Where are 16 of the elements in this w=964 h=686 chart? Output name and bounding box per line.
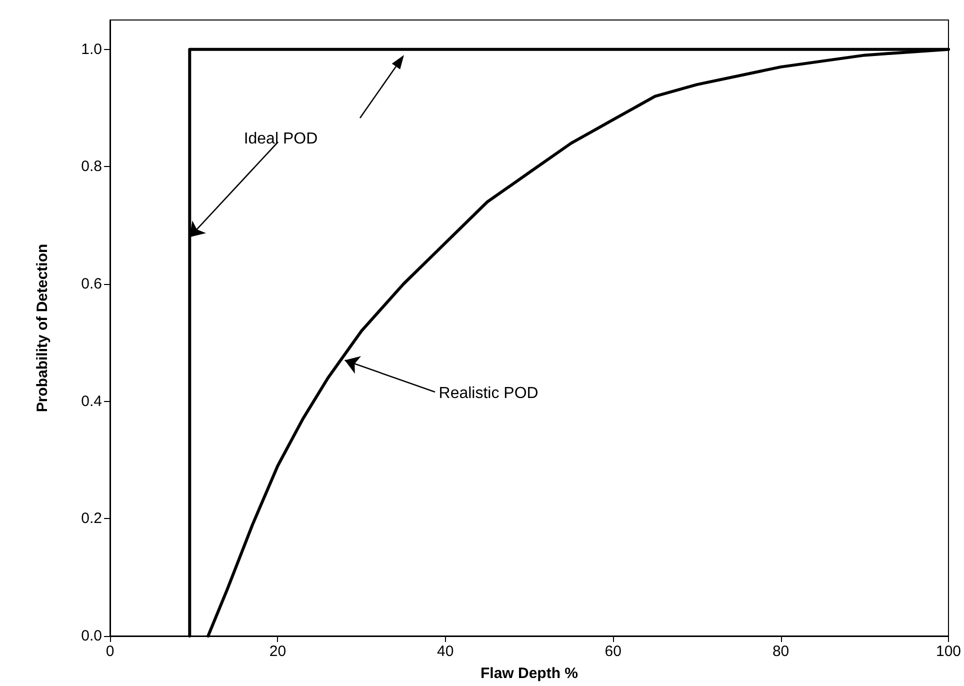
x-tick-label: 80 bbox=[772, 643, 790, 660]
y-axis-title: Probability of Detection bbox=[34, 244, 51, 412]
x-axis-title: Flaw Depth % bbox=[480, 665, 578, 682]
x-tick-label: 0 bbox=[106, 643, 114, 660]
y-tick-label: 0.4 bbox=[81, 392, 102, 410]
x-tick-label: 100 bbox=[936, 643, 961, 660]
x-tick-label: 60 bbox=[604, 643, 622, 660]
y-tick-label: 0.0 bbox=[81, 628, 102, 644]
y-tick-label: 1.0 bbox=[81, 40, 102, 58]
y-tick-label: 0.8 bbox=[81, 158, 102, 176]
annotation: Realistic POD bbox=[438, 384, 538, 402]
y-tick-label: 0.2 bbox=[81, 510, 102, 528]
annotation: Ideal POD bbox=[244, 130, 318, 148]
x-tick-label: 20 bbox=[269, 643, 286, 660]
x-tick-label: 40 bbox=[437, 643, 454, 660]
y-tick-label: 0.6 bbox=[81, 276, 102, 292]
